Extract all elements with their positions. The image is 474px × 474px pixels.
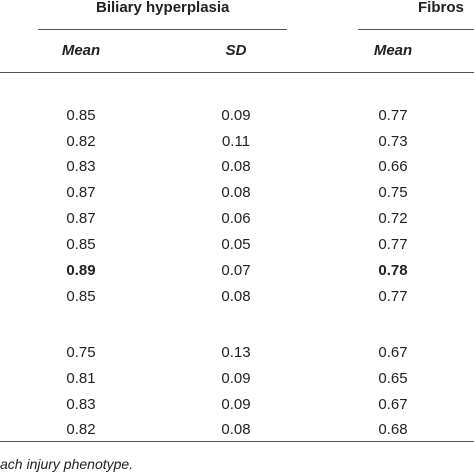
cell-mean-biliary: 0.82 bbox=[66, 421, 96, 438]
column-header-mean-fibrosis: Mean bbox=[373, 42, 413, 59]
column-header-mean-biliary: Mean bbox=[61, 42, 101, 59]
cell-sd-biliary: 0.06 bbox=[221, 210, 251, 227]
cell-mean-biliary: 0.89 bbox=[66, 262, 96, 279]
cell-sd-biliary: 0.08 bbox=[221, 288, 251, 305]
cell-sd-biliary: 0.11 bbox=[221, 133, 251, 150]
group-title-fibrosis: Fibros bbox=[418, 0, 464, 16]
cell-mean-biliary: 0.83 bbox=[66, 396, 96, 413]
cell-mean-biliary: 0.82 bbox=[66, 133, 96, 150]
group-rule-biliary-hyperplasia bbox=[38, 29, 287, 30]
cell-mean-biliary: 0.83 bbox=[66, 158, 96, 175]
cell-mean-fibrosis: 0.78 bbox=[378, 262, 408, 279]
cell-sd-biliary: 0.09 bbox=[221, 107, 251, 124]
group-rule-fibrosis bbox=[358, 29, 474, 30]
cell-mean-fibrosis: 0.77 bbox=[378, 288, 408, 305]
column-header-sd-biliary: SD bbox=[225, 42, 247, 59]
cell-mean-fibrosis: 0.68 bbox=[378, 421, 408, 438]
cell-sd-biliary: 0.13 bbox=[221, 344, 251, 361]
cell-mean-fibrosis: 0.77 bbox=[378, 236, 408, 253]
cell-mean-fibrosis: 0.67 bbox=[378, 344, 408, 361]
cell-sd-biliary: 0.08 bbox=[221, 158, 251, 175]
bottom-rule bbox=[0, 441, 474, 442]
cell-mean-fibrosis: 0.66 bbox=[378, 158, 408, 175]
cell-sd-biliary: 0.07 bbox=[221, 262, 251, 279]
cell-mean-biliary: 0.81 bbox=[66, 370, 96, 387]
group-title-biliary-hyperplasia: Biliary hyperplasia bbox=[96, 0, 230, 16]
cell-mean-fibrosis: 0.73 bbox=[378, 133, 408, 150]
cell-mean-fibrosis: 0.75 bbox=[378, 184, 408, 201]
header-rule bbox=[0, 72, 474, 73]
cell-mean-fibrosis: 0.65 bbox=[378, 370, 408, 387]
cell-sd-biliary: 0.09 bbox=[221, 370, 251, 387]
cell-mean-fibrosis: 0.67 bbox=[378, 396, 408, 413]
cell-sd-biliary: 0.09 bbox=[221, 396, 251, 413]
cell-sd-biliary: 0.08 bbox=[221, 184, 251, 201]
cell-sd-biliary: 0.08 bbox=[221, 421, 251, 438]
cell-sd-biliary: 0.05 bbox=[221, 236, 251, 253]
cell-mean-biliary: 0.75 bbox=[66, 344, 96, 361]
cell-mean-biliary: 0.85 bbox=[66, 236, 96, 253]
cell-mean-biliary: 0.87 bbox=[66, 184, 96, 201]
cell-mean-fibrosis: 0.72 bbox=[378, 210, 408, 227]
cell-mean-fibrosis: 0.77 bbox=[378, 107, 408, 124]
cell-mean-biliary: 0.85 bbox=[66, 288, 96, 305]
cell-mean-biliary: 0.85 bbox=[66, 107, 96, 124]
table-footnote: ach injury phenotype. bbox=[0, 456, 134, 472]
cell-mean-biliary: 0.87 bbox=[66, 210, 96, 227]
